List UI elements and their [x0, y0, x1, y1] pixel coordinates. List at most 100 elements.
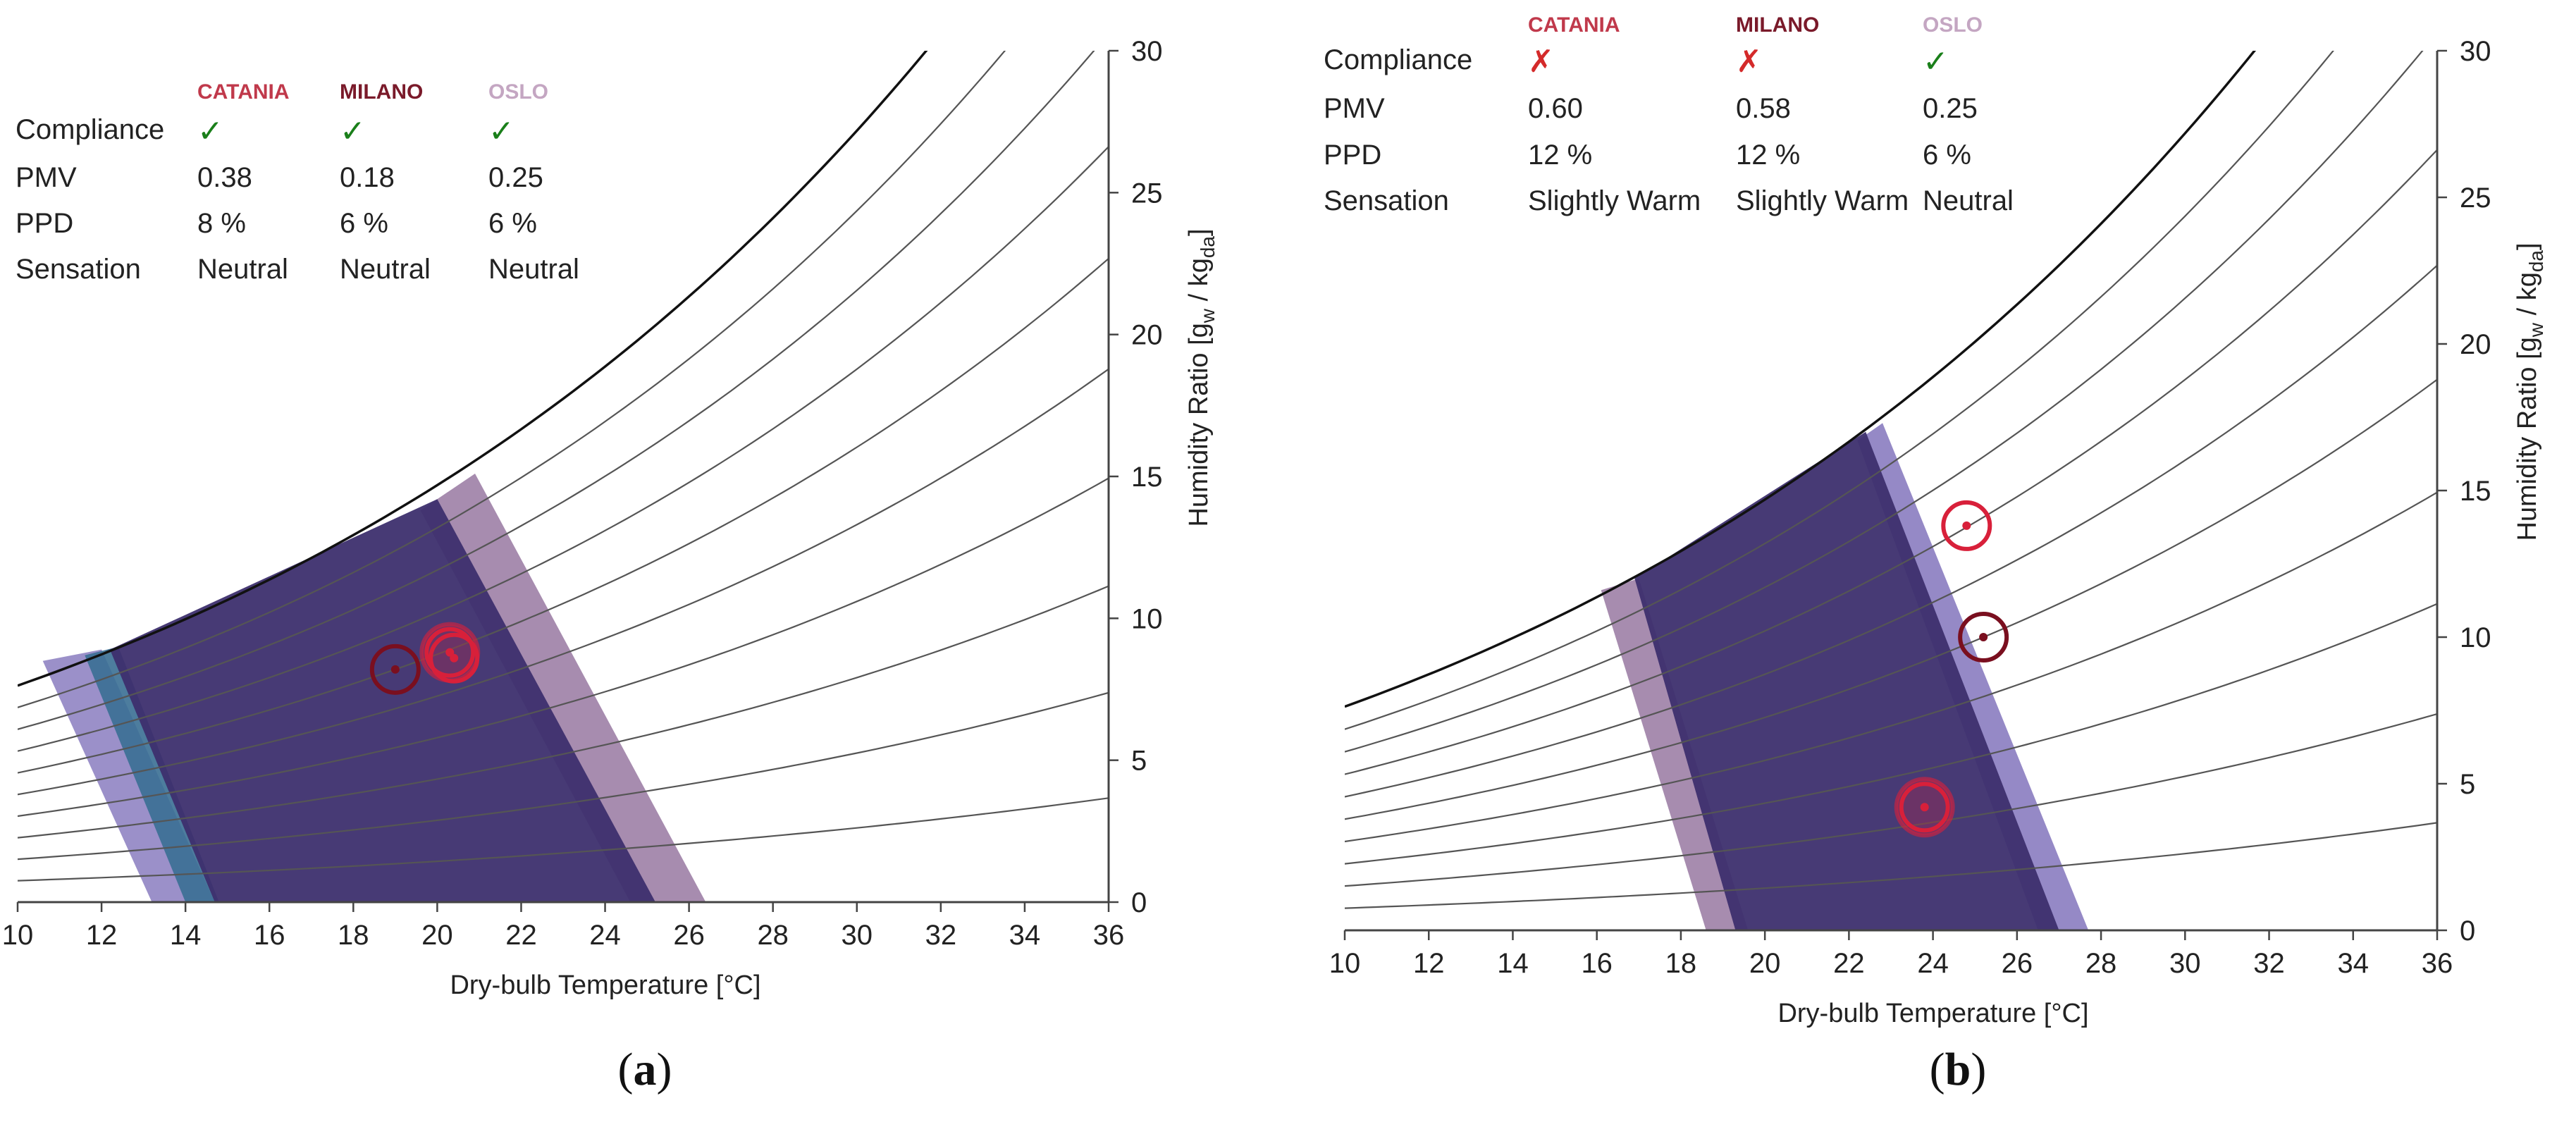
- y-axis-title: Humidity Ratio [gw / kgda]: [2513, 242, 2547, 541]
- rh-curve: [18, 477, 1109, 818]
- table-cell: 0.18: [340, 162, 395, 193]
- zone-main: [110, 499, 655, 902]
- x-tick-label: 16: [1581, 948, 1613, 979]
- table-row-label: Sensation: [1324, 185, 1449, 216]
- data-point-catania: [429, 632, 480, 684]
- data-point-milano: [369, 643, 421, 695]
- table-cell: Slightly Warm: [1528, 185, 1701, 216]
- x-tick-label: 26: [673, 920, 705, 951]
- table-header-milano: MILANO: [340, 80, 423, 104]
- rh-curve: [18, 51, 1006, 708]
- table-row-label: PMV: [16, 162, 77, 193]
- table-cell: 6 %: [1923, 140, 1971, 171]
- table-cell: 0.58: [1736, 93, 1791, 124]
- table-cell: 0.25: [1923, 93, 1978, 124]
- data-point-catania: [1941, 500, 1992, 551]
- x-tick-label: 20: [1749, 948, 1781, 979]
- rh-curve: [18, 51, 1095, 730]
- rh-curve: [1345, 51, 2424, 753]
- y-tick-label: 25: [1131, 178, 1163, 209]
- data-point-milano: [1958, 612, 2009, 662]
- x-tick-label: 30: [842, 920, 873, 951]
- zone-lavender: [1857, 423, 2089, 930]
- table-header-oslo: OSLO: [1923, 13, 1983, 37]
- x-tick-label: 22: [1833, 948, 1865, 979]
- plot-area: [18, 51, 1109, 902]
- table-cell: 0.38: [197, 162, 252, 193]
- data-point-oslo: [1894, 777, 1955, 838]
- rh-curve: [1345, 264, 2437, 798]
- x-tick-label: 22: [505, 920, 537, 951]
- y-tick-label: 10: [2460, 622, 2491, 653]
- table-row-label: Sensation: [16, 254, 141, 285]
- x-tick-label: 30: [2169, 948, 2201, 979]
- table-cell: 8 %: [197, 208, 246, 239]
- comfort-table: CATANIA MILANO OSLO Compliance ✗ ✗ ✓ PMV 0.60 0.5…: [1324, 13, 2014, 216]
- table-row-label: PPD: [16, 208, 73, 239]
- x-tick-label: 10: [2, 920, 34, 951]
- y-tick-label: 25: [2460, 183, 2491, 214]
- table-cell: Slightly Warm: [1736, 185, 1909, 216]
- x-tick-label: 16: [254, 920, 285, 951]
- y-tick-label: 15: [2460, 476, 2491, 507]
- rh-curve: [1345, 378, 2437, 820]
- table-header-milano: MILANO: [1736, 13, 1819, 37]
- table-cell: Neutral: [340, 254, 431, 285]
- comfort-table: CATANIA MILANO OSLO Compliance ✓ ✓ ✓ PMV 0.38 0.1…: [16, 80, 579, 285]
- chart-panel-b: 10 12 14 16 18 20 22 24 26 28 30 32 34 36 0 5 10 15 20 25 30…: [1288, 0, 2576, 1134]
- rh-curve: [1345, 603, 2437, 865]
- y-axis-title: Humidity Ratio [gw / kgda]: [1184, 228, 1219, 526]
- table-cell: Neutral: [488, 254, 579, 285]
- x-tick-label: 34: [1009, 920, 1041, 951]
- table-cell: Neutral: [197, 254, 288, 285]
- x-tick-label: 18: [338, 920, 369, 951]
- x-tick-label: 28: [757, 920, 789, 951]
- y-tick-label: 30: [2460, 36, 2491, 67]
- rh-curve: [18, 257, 1109, 774]
- x-axis-title: Dry-bulb Temperature [°C]: [1777, 999, 2088, 1028]
- x-tick-label: 32: [2253, 948, 2285, 979]
- compliance-mark: ✓: [197, 113, 223, 149]
- rh-curve: [1345, 822, 2437, 909]
- rh-curve: [18, 146, 1109, 752]
- y-tick-label: 10: [1131, 603, 1163, 634]
- caption-b: (b): [1929, 1044, 1987, 1095]
- x-tick-label: 20: [421, 920, 453, 951]
- table-row-label: Compliance: [16, 114, 164, 145]
- y-tick-label: 20: [1131, 320, 1163, 351]
- rh-curve: [1345, 491, 2437, 843]
- y-tick-label: 5: [1131, 746, 1147, 777]
- compliance-mark: ✗: [1528, 44, 1554, 80]
- table-header-catania: CATANIA: [197, 80, 290, 104]
- rh-curve: [1345, 149, 2437, 775]
- x-tick-label: 10: [1329, 948, 1361, 979]
- plot-area: [1345, 51, 2437, 930]
- rh-curve: [18, 368, 1109, 796]
- rh-curve: [1345, 713, 2437, 887]
- x-tick-label: 12: [86, 920, 118, 951]
- x-tick-label: 24: [589, 920, 621, 951]
- table-cell: 0.25: [488, 162, 543, 193]
- y-tick-label: 0: [2460, 916, 2475, 947]
- y-tick-label: 5: [2460, 769, 2475, 800]
- table-row-label: Compliance: [1324, 44, 1472, 75]
- rh-curve: [18, 585, 1109, 839]
- x-tick-label: 18: [1665, 948, 1697, 979]
- compliance-mark: ✓: [1923, 44, 1949, 80]
- x-tick-label: 14: [1497, 948, 1529, 979]
- caption-a: (a): [617, 1044, 672, 1095]
- x-tick-label: 36: [1093, 920, 1125, 951]
- x-tick-label: 36: [2422, 948, 2453, 979]
- chart-panel-a: 10 12 14 16 18 20 22 24 26 28 30 32 34 36 0 5 10 15 20 25 30…: [2, 36, 1219, 1095]
- psychrometric-chart-a: 10 12 14 16 18 20 22 24 26 28 30 32 34 360 5 10 15 20 25 30…: [2, 36, 1219, 1000]
- rh-curve: [1345, 51, 2334, 730]
- table-cell: 0.60: [1528, 93, 1583, 124]
- x-tick-label: 34: [2338, 948, 2369, 979]
- rh-curve: [18, 691, 1109, 861]
- y-tick-label: 20: [2460, 329, 2491, 360]
- y-tick-label: 15: [1131, 462, 1163, 493]
- table-cell: Neutral: [1923, 185, 2014, 216]
- table-cell: 6 %: [340, 208, 388, 239]
- x-axis-title: Dry-bulb Temperature [°C]: [450, 970, 760, 1000]
- compliance-mark: ✗: [1736, 44, 1762, 80]
